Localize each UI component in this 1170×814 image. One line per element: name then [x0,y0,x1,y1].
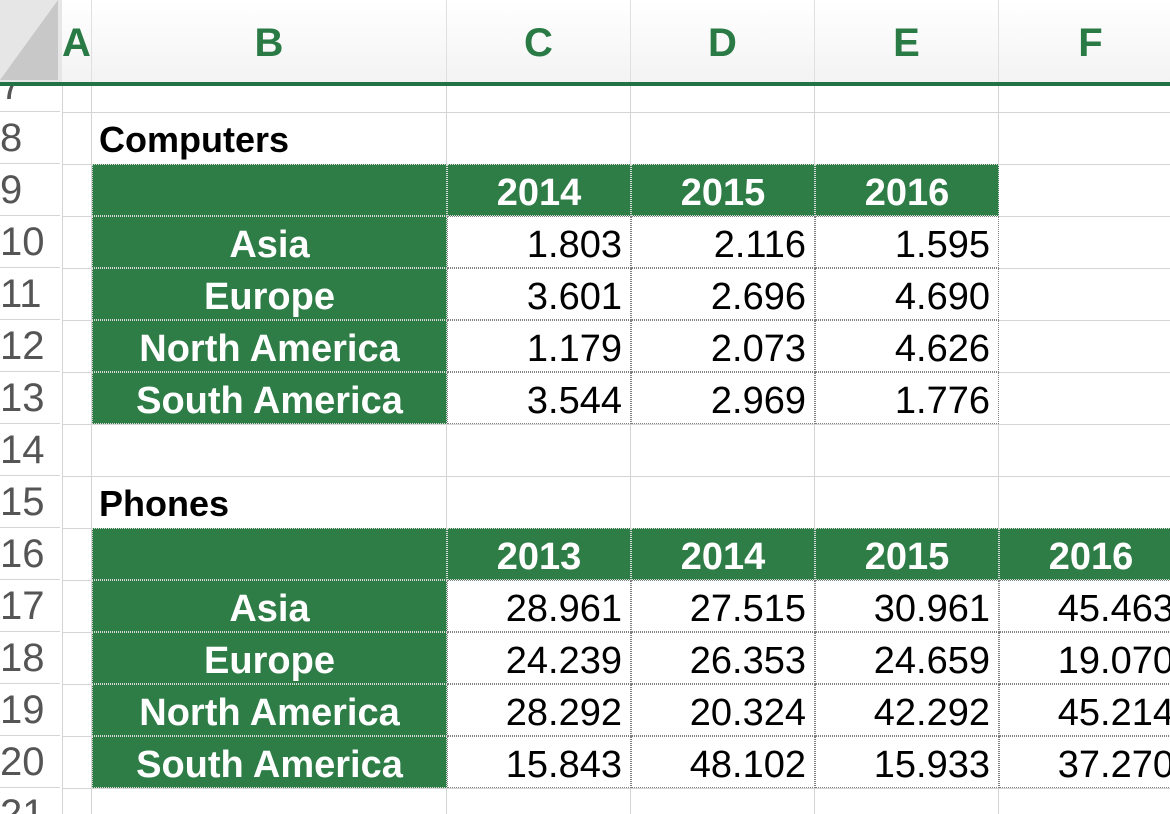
phones-region-label[interactable]: South America [92,736,447,788]
phones-value-cell[interactable]: 19.070 [999,632,1170,684]
phones-value-cell[interactable]: 28.292 [447,684,631,736]
computers-region-label[interactable]: Europe [92,268,447,320]
computers-corner-cell[interactable] [92,164,447,216]
phones-value-cell[interactable]: 20.324 [631,684,815,736]
phones-value-cell[interactable]: 15.843 [447,736,631,788]
phones-value-cell[interactable]: 26.353 [631,632,815,684]
column-header-c[interactable]: C [447,0,631,82]
computers-value-cell[interactable]: 1.595 [815,216,999,268]
phones-value-cell[interactable]: 15.933 [815,736,999,788]
phones-year-header[interactable]: 2013 [447,528,631,580]
phones-year-header[interactable]: 2015 [815,528,999,580]
phones-year-header[interactable]: 2016 [999,528,1170,580]
gridline [62,424,1170,425]
phones-value-cell[interactable]: 28.961 [447,580,631,632]
phones-value-cell[interactable]: 42.292 [815,684,999,736]
gridline [814,86,815,814]
computers-year-header[interactable]: 2014 [447,164,631,216]
computers-value-cell[interactable]: 4.690 [815,268,999,320]
row-header-16[interactable]: 16 [0,528,60,580]
select-all-corner[interactable] [0,0,62,84]
column-header-b[interactable]: B [92,0,447,82]
computers-title[interactable]: Computers [99,119,290,160]
row-header-8[interactable]: 8 [0,112,60,164]
select-all-triangle [0,0,58,80]
computers-value-cell[interactable]: 2.696 [631,268,815,320]
row-header-17[interactable]: 17 [0,580,60,632]
phones-value-cell[interactable]: 27.515 [631,580,815,632]
computers-value-cell[interactable]: 3.601 [447,268,631,320]
header-underline [0,82,1170,86]
phones-region-label[interactable]: Asia [92,580,447,632]
gridline [62,788,1170,789]
computers-value-cell[interactable]: 1.776 [815,372,999,424]
gridline [630,86,631,814]
gridline [91,86,92,814]
computers-year-header[interactable]: 2016 [815,164,999,216]
cell-grid[interactable]: Computers 2014 2015 2016 Asia 1.803 2.11… [62,86,1170,814]
row-header-7[interactable]: 7 [0,86,60,112]
computers-value-cell[interactable]: 2.969 [631,372,815,424]
row-header-13[interactable]: 13 [0,372,60,424]
column-header-d[interactable]: D [631,0,815,82]
row-header-9[interactable]: 9 [0,164,60,216]
phones-year-header[interactable]: 2014 [631,528,815,580]
row-header-12[interactable]: 12 [0,320,60,372]
computers-value-cell[interactable]: 3.544 [447,372,631,424]
computers-value-cell[interactable]: 4.626 [815,320,999,372]
phones-value-cell[interactable]: 24.239 [447,632,631,684]
row-header-11[interactable]: 11 [0,268,60,320]
row-header-18[interactable]: 18 [0,632,60,684]
phones-value-cell[interactable]: 48.102 [631,736,815,788]
column-header-f[interactable]: F [999,0,1170,82]
phones-region-label[interactable]: North America [92,684,447,736]
computers-region-label[interactable]: Asia [92,216,447,268]
column-header-a[interactable]: A [62,0,92,82]
computers-region-label[interactable]: South America [92,372,447,424]
computers-value-cell[interactable]: 1.179 [447,320,631,372]
phones-value-cell[interactable]: 45.214 [999,684,1170,736]
gridline [998,86,999,814]
row-header-14[interactable]: 14 [0,424,60,476]
gridline [62,476,1170,477]
phones-corner-cell[interactable] [92,528,447,580]
row-header-19[interactable]: 19 [0,684,60,736]
row-header-20[interactable]: 20 [0,736,60,788]
row-header-21[interactable]: 21 [0,788,60,814]
computers-value-cell[interactable]: 2.073 [631,320,815,372]
phones-title[interactable]: Phones [99,483,230,524]
column-header-bar: A B C D E F [62,0,1170,82]
row-header-bar: 7 8 9 10 11 12 13 14 15 16 17 18 19 20 2… [0,86,63,814]
row-header-15[interactable]: 15 [0,476,60,528]
gridline [446,86,447,814]
computers-year-header[interactable]: 2015 [631,164,815,216]
phones-value-cell[interactable]: 45.463 [999,580,1170,632]
row-header-10[interactable]: 10 [0,216,60,268]
phones-value-cell[interactable]: 37.270 [999,736,1170,788]
computers-value-cell[interactable]: 1.803 [447,216,631,268]
phones-value-cell[interactable]: 30.961 [815,580,999,632]
gridline [62,112,1170,113]
column-header-e[interactable]: E [815,0,999,82]
phones-value-cell[interactable]: 24.659 [815,632,999,684]
computers-value-cell[interactable]: 2.116 [631,216,815,268]
computers-region-label[interactable]: North America [92,320,447,372]
phones-region-label[interactable]: Europe [92,632,447,684]
